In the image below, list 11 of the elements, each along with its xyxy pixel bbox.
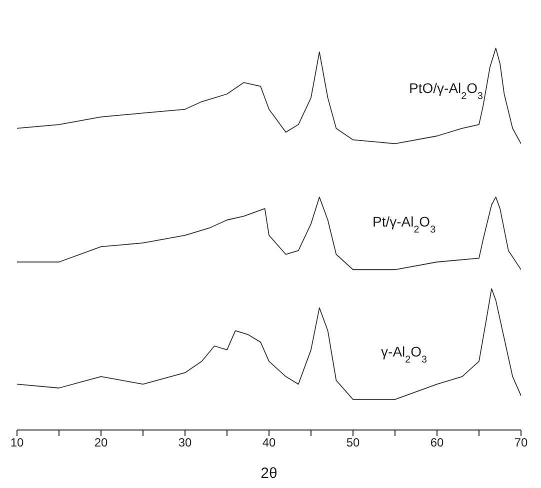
series-label: PtO/γ-Al$_{2}$O$_{3}$ bbox=[409, 80, 484, 102]
x-tick-label: 10 bbox=[10, 436, 24, 450]
x-tick-label: 40 bbox=[262, 436, 276, 450]
x-axis-title: 2θ bbox=[260, 465, 278, 482]
x-tick-label: 30 bbox=[178, 436, 192, 450]
series-label: Pt/γ-Al$_{2}$O$_{3}$ bbox=[372, 214, 436, 236]
series-label: γ-Al$_{2}$O$_{3}$ bbox=[381, 343, 428, 365]
x-tick-label: 20 bbox=[94, 436, 108, 450]
x-tick-label: 70 bbox=[514, 436, 528, 450]
x-tick-label: 50 bbox=[346, 436, 360, 450]
x-tick-label: 60 bbox=[430, 436, 444, 450]
